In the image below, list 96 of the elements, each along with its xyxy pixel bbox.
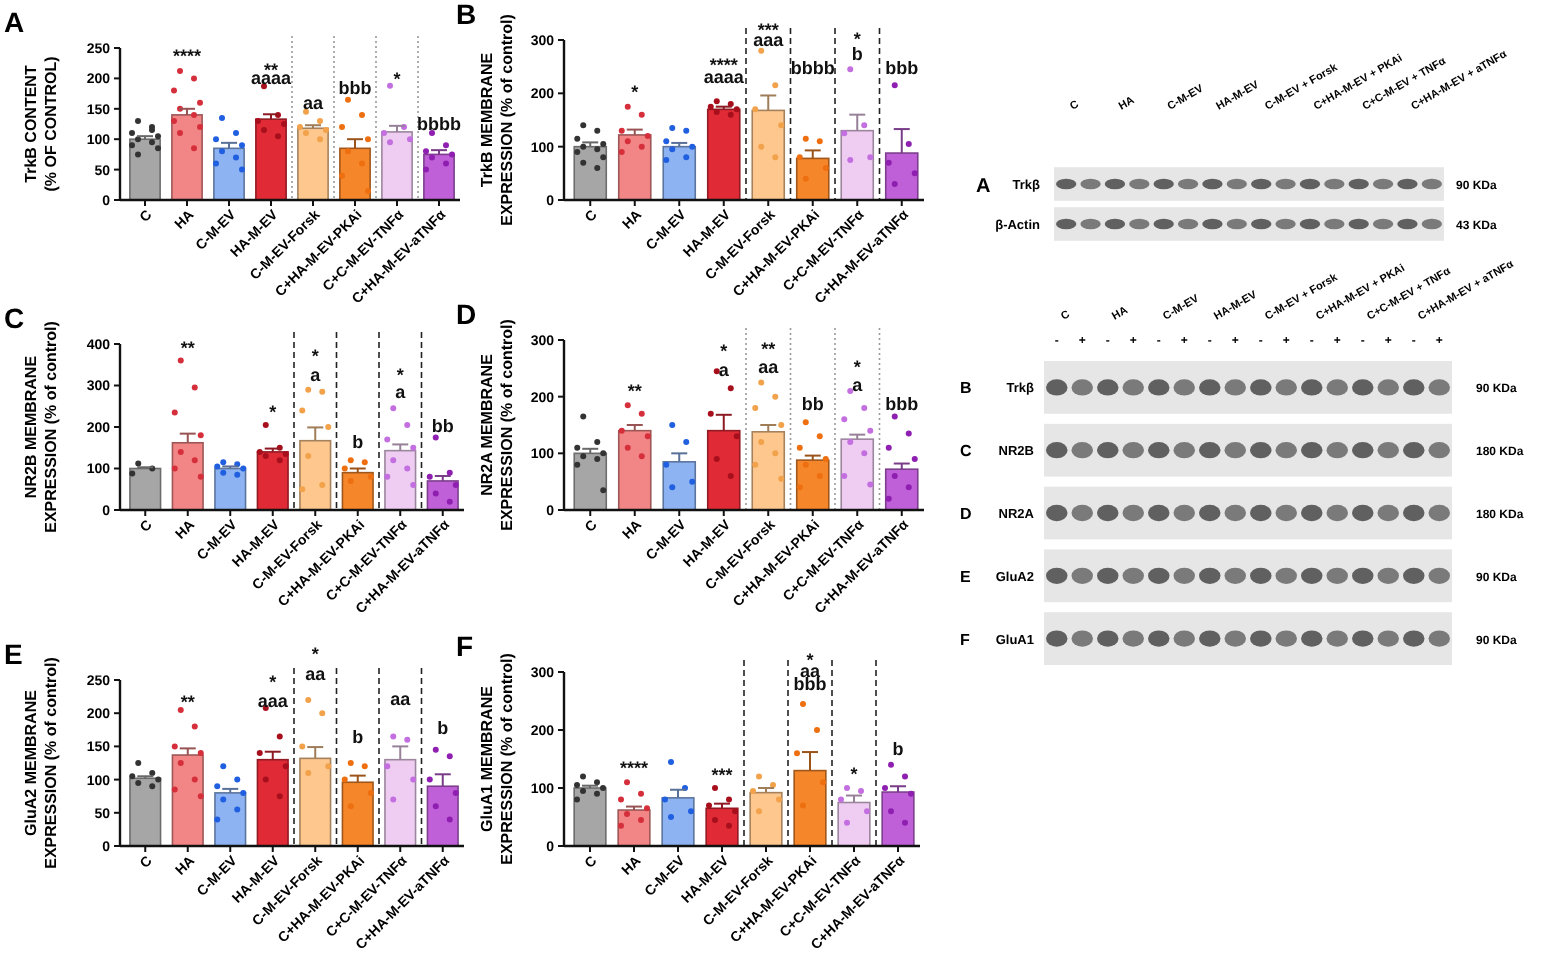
bar <box>617 134 652 201</box>
y-axis-title: NR2A MEMBRANE EXPRESSION (% of control) <box>478 318 516 531</box>
annotation: bbbb <box>790 58 836 79</box>
bar <box>662 461 697 511</box>
text: F <box>960 630 970 649</box>
annotation: aa <box>758 356 781 377</box>
bar <box>795 459 830 511</box>
annotation: * <box>269 672 278 693</box>
chart-title: D <box>456 298 477 330</box>
bar <box>573 145 608 201</box>
bar <box>661 797 695 847</box>
annotation: ** <box>180 338 196 359</box>
bar <box>256 758 289 847</box>
text: * <box>311 643 320 664</box>
annotation: aaa <box>257 690 290 711</box>
annotation: a <box>395 382 408 403</box>
bar <box>749 791 783 847</box>
annotation: aaa <box>753 30 786 51</box>
y-axis-title: NR2B MEMBRANE EXPRESSION (% of control) <box>22 320 60 533</box>
annotation: * <box>269 401 278 422</box>
annotation: **** <box>619 758 649 778</box>
annotation: bbb <box>885 58 920 79</box>
bar <box>214 467 247 511</box>
y-axis-title: TrkB MEMBRANE EXPRESSION (% of control) <box>478 13 516 226</box>
annotation: * <box>311 345 320 366</box>
bar <box>214 792 247 847</box>
annotation: * <box>720 341 729 362</box>
bar <box>881 791 915 847</box>
annotation: *** <box>711 764 734 785</box>
annotation: bbb <box>885 394 920 415</box>
bar <box>341 471 374 511</box>
chart-title: E <box>4 638 23 670</box>
text: A <box>976 176 991 198</box>
bar <box>884 468 919 511</box>
annotation: aa <box>302 93 325 114</box>
bar <box>840 438 875 511</box>
annotation: * <box>850 763 859 784</box>
bar <box>381 131 413 201</box>
bar <box>573 452 608 511</box>
bar <box>617 809 651 847</box>
bar <box>795 157 830 201</box>
bar <box>706 108 741 201</box>
chart-title: F <box>456 630 474 662</box>
bar <box>297 127 329 201</box>
annotation: * <box>393 68 402 89</box>
annotation: b <box>437 718 450 739</box>
annotation: * <box>396 365 405 386</box>
annotation: * <box>631 81 640 102</box>
text: * <box>806 649 815 670</box>
annotation: bbb <box>338 77 373 98</box>
bar <box>573 787 607 847</box>
annotation: aa <box>305 664 328 685</box>
annotation: b <box>352 431 365 452</box>
bar <box>171 114 203 201</box>
annotation: aa <box>390 688 413 709</box>
chart-title: A <box>4 6 25 38</box>
bar <box>129 777 162 847</box>
chart-title: C <box>4 302 25 334</box>
annotation: ** <box>627 381 643 402</box>
bar <box>129 467 162 511</box>
y-axis-title: TrkB CONTENT (% OF CONTROL) <box>22 55 60 192</box>
annotation: **** <box>172 46 202 67</box>
bar <box>837 801 871 847</box>
bar <box>129 138 161 201</box>
annotation: bb <box>431 416 455 437</box>
bar <box>384 449 417 511</box>
y-axis-title: GluA1 MEMBRANE EXPRESSION (% of control) <box>478 652 516 865</box>
chart-title: B <box>456 0 477 30</box>
bar <box>705 807 739 847</box>
annotation: a <box>310 365 323 386</box>
text: B <box>960 379 972 398</box>
annotation: a <box>718 360 731 381</box>
text: C <box>960 442 972 461</box>
annotation: bbb <box>793 674 828 695</box>
annotation: b <box>352 726 365 747</box>
y-axis-title: GluA2 MEMBRANE EXPRESSION (% of control) <box>22 656 60 869</box>
bar <box>341 781 374 847</box>
bar <box>256 451 289 511</box>
annotation: ** <box>180 691 196 712</box>
bar <box>423 153 455 201</box>
bar <box>751 431 786 511</box>
bar <box>171 754 204 847</box>
annotation: bb <box>801 394 825 415</box>
annotation: bbbb <box>417 113 462 134</box>
bar <box>255 118 287 201</box>
annotation: a <box>852 374 865 395</box>
annotation: b <box>892 738 905 759</box>
bar <box>171 441 204 511</box>
bar <box>662 145 697 201</box>
bar <box>339 147 371 201</box>
text: E <box>960 567 972 586</box>
annotation: ** <box>761 338 777 359</box>
bar <box>617 429 652 511</box>
bar <box>213 147 245 201</box>
annotation: * <box>853 356 862 377</box>
text: D <box>960 505 972 523</box>
